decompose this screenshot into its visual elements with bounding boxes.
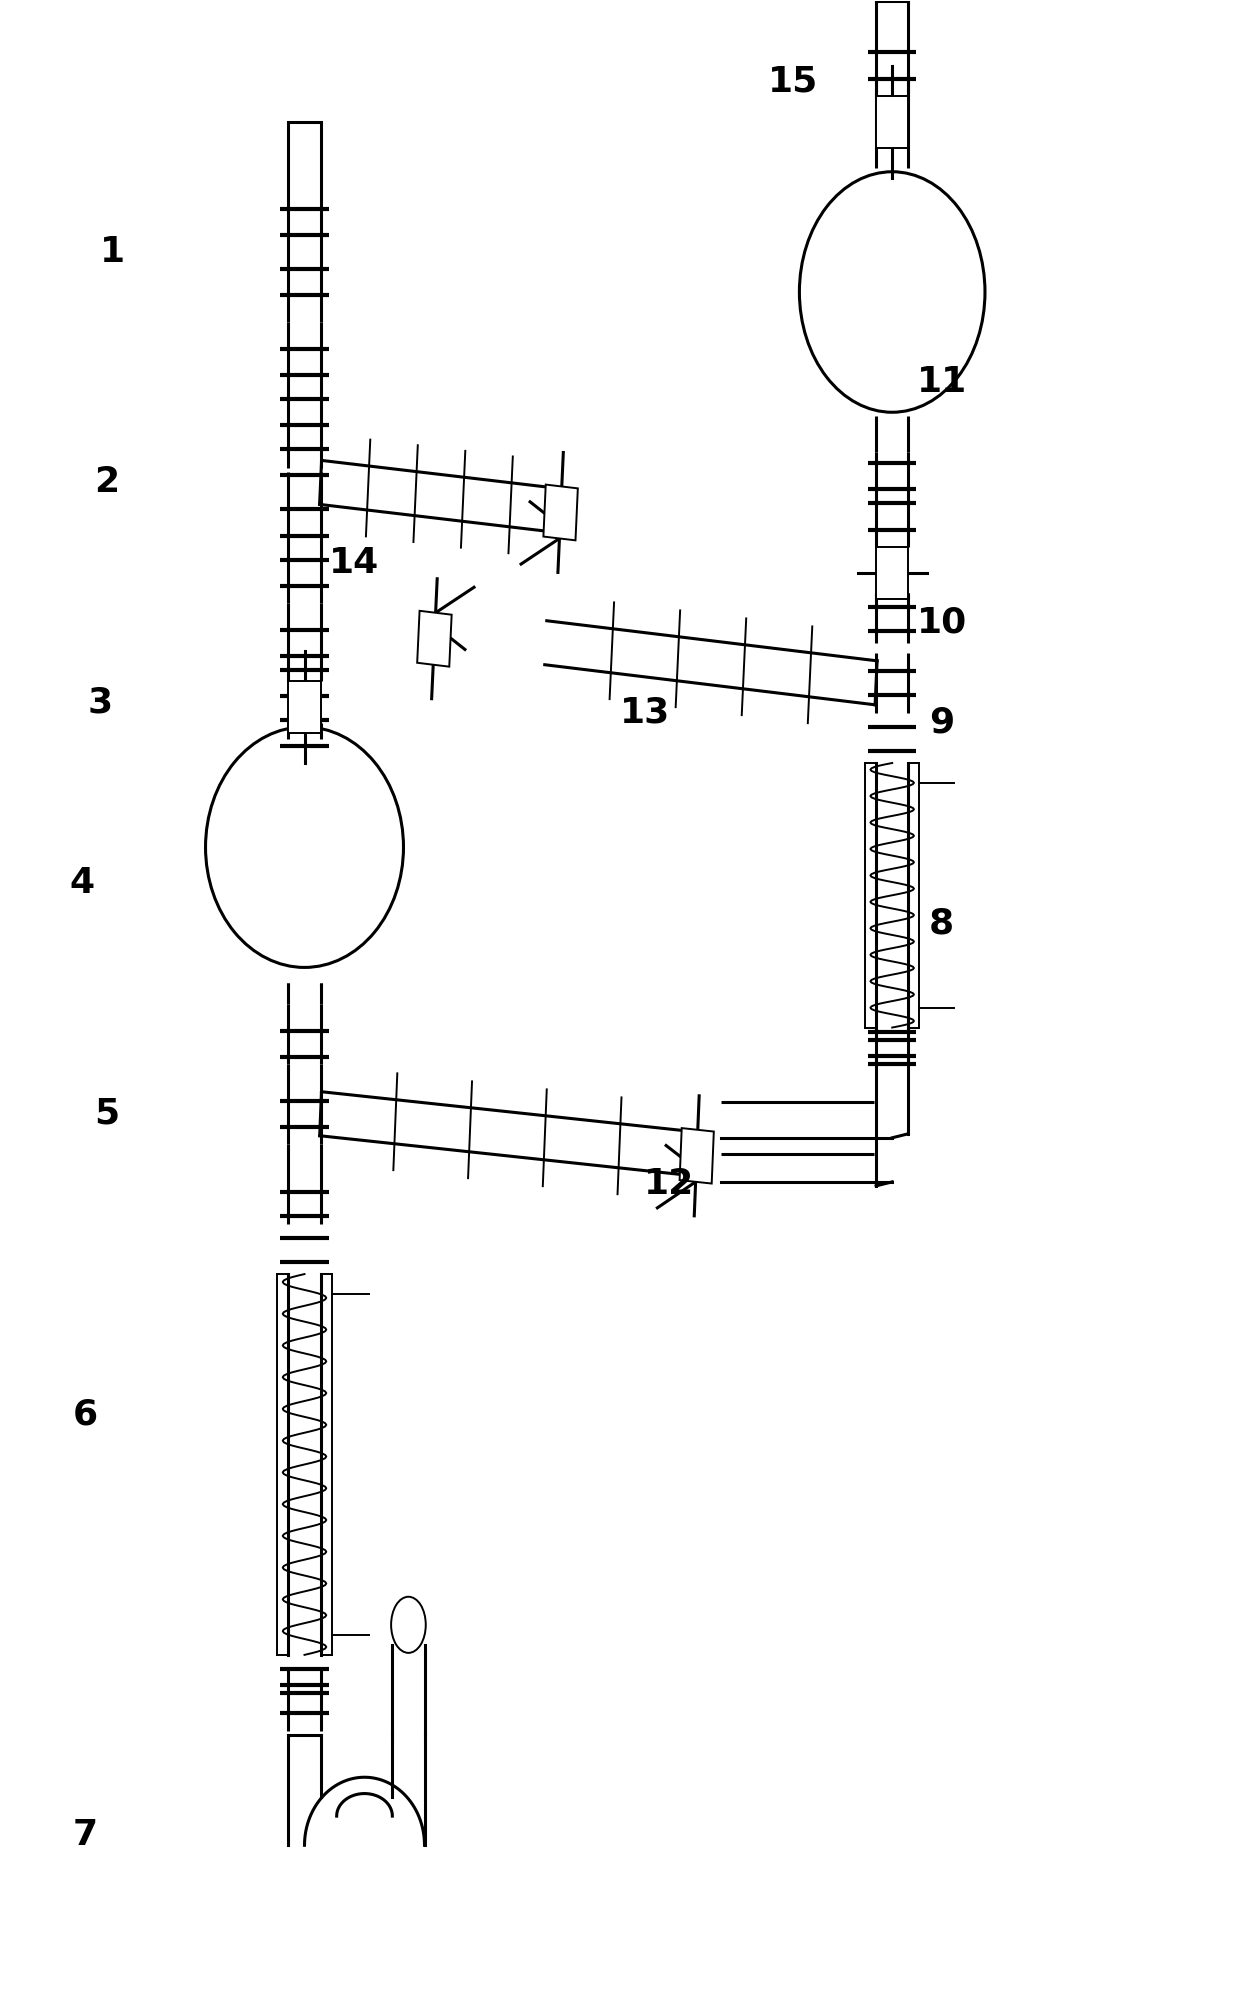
Polygon shape: [417, 610, 451, 666]
Ellipse shape: [800, 173, 985, 411]
Text: 5: 5: [94, 1096, 119, 1130]
Text: 4: 4: [69, 867, 94, 901]
Polygon shape: [543, 484, 578, 540]
Ellipse shape: [206, 727, 403, 967]
Text: 7: 7: [73, 1818, 98, 1852]
Text: 13: 13: [620, 696, 670, 731]
Text: 2: 2: [94, 466, 119, 500]
Text: 14: 14: [329, 546, 379, 580]
Text: 8: 8: [929, 907, 955, 941]
Text: 11: 11: [916, 365, 967, 399]
Text: 6: 6: [73, 1397, 98, 1431]
Circle shape: [391, 1598, 425, 1654]
Text: 3: 3: [88, 686, 113, 721]
Text: 10: 10: [916, 606, 967, 640]
Text: 1: 1: [100, 235, 125, 269]
Text: 9: 9: [929, 706, 955, 741]
Polygon shape: [877, 96, 908, 149]
Polygon shape: [877, 546, 908, 598]
Text: 12: 12: [645, 1166, 694, 1200]
Polygon shape: [680, 1128, 714, 1184]
Polygon shape: [289, 680, 321, 733]
Text: 15: 15: [768, 64, 818, 98]
